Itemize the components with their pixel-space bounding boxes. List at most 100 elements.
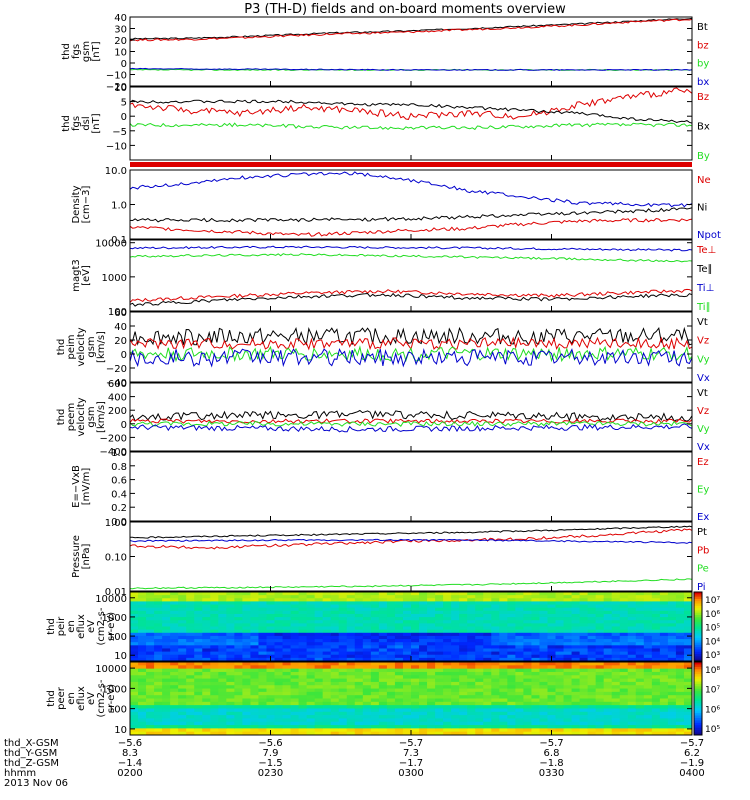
spectrogram-cell [483,728,492,733]
spectrogram-cell [411,678,420,683]
spectrogram-cell [218,595,227,599]
spectrogram-cell [218,688,227,693]
spectrogram-cell [571,595,581,599]
spectrogram-cell [491,685,500,690]
ylabel-line: eflux [76,614,87,639]
spectrogram-cell [178,695,187,699]
spectrogram-cell [210,592,219,596]
spectrogram-cell [306,708,316,713]
spectrogram-cell [427,681,436,686]
spectrogram-cell [274,665,284,670]
spectrogram-cell [162,665,171,670]
spectrogram-cell [451,632,460,637]
spectrogram-cell [651,648,661,653]
spectrogram-cell [258,632,267,637]
spectrogram-cell [475,610,484,615]
spectrogram-cell [138,705,147,709]
spectrogram-cell [346,654,356,659]
spectrogram-cell [675,731,685,735]
spectrogram-cell [659,728,669,733]
spectrogram-cell [683,657,692,661]
spectrogram-cell [306,675,316,680]
spectrogram-cell [354,668,364,673]
spectrogram-cell [419,688,428,693]
spectrogram-cell [146,675,155,680]
spectrogram-cell [523,623,532,627]
spectrogram-cell [411,705,420,709]
spectrogram-cell [435,607,444,612]
spectrogram-cell [330,715,340,719]
spectrogram-cell [130,639,139,643]
spectrogram-cell [531,610,540,615]
spectrogram-cell [427,607,436,612]
spectrogram-cell [611,639,621,643]
spectrogram-cell [659,721,669,726]
spectrogram-cell [210,715,219,719]
spectrogram-cell [651,695,661,699]
spectrogram-cell [162,662,171,666]
spectrogram-cell [170,654,179,659]
spectrogram-cell [194,715,203,719]
spectrogram-cell [266,613,276,618]
spectrogram-cell [322,657,332,661]
spectrogram-cell [146,601,155,606]
spectrogram-cell [459,671,468,676]
spectrogram-cell [683,595,692,599]
spectrogram-cell [250,657,259,661]
spectrogram-cell [459,701,468,706]
spectrogram-cell [258,701,267,706]
spectrogram-cell [154,654,163,659]
spectrogram-cell [587,662,597,666]
ytick-label: 0.8 [111,462,127,473]
spectrogram-cell [675,701,685,706]
spectrogram-cell [290,592,300,596]
ylabel-line: velocity [76,397,87,436]
spectrogram-cell [531,691,540,696]
spectrogram-cell [523,731,532,735]
spectrogram-cell [138,695,147,699]
series-line-ni [130,207,692,223]
spectrogram-cell [154,651,163,656]
spectrogram-cell [459,681,468,686]
spectrogram-cell [178,635,187,640]
spectrogram-cell [523,595,532,599]
spectrogram-cell [402,681,412,686]
spectrogram-cell [274,617,284,621]
spectrogram-cell [234,698,243,703]
spectrogram-cell [226,695,235,699]
spectrogram-cell [282,626,292,631]
spectrogram-cell [539,728,548,733]
spectrogram-cell [531,639,540,643]
spectrogram-cell [643,601,653,606]
spectrogram-cell [330,620,340,624]
spectrogram-cell [338,654,348,659]
spectrogram-cell [499,639,508,643]
spectrogram-cell [394,610,404,615]
spectrogram-cell [354,675,364,680]
spectrogram-cell [635,601,645,606]
spectrogram-cell [651,681,661,686]
spectrogram-cell [611,642,621,646]
ytick-label: 10.0 [105,166,127,177]
spectrogram-cell [675,639,685,643]
spectrogram-cell [170,617,179,621]
spectrogram-cell [178,642,187,646]
spectrogram-cell [178,728,187,733]
spectrogram-cell [531,728,540,733]
spectrogram-cell [218,675,227,680]
spectrogram-cell [338,623,348,627]
spectrogram-cell [338,662,348,666]
ylabel-peer: thd peer en eflux eV (cm2-s-sr-eV) [46,679,117,717]
spectrogram-cell [451,620,460,624]
spectrogram-cell [218,601,227,606]
spectrogram-cell [619,617,629,621]
spectrogram-cell [595,665,605,670]
spectrogram-cell [603,639,613,643]
spectrogram-cell [499,648,508,653]
spectrogram-cell [635,654,645,659]
spectrogram-cell [330,654,340,659]
spectrogram-cell [419,721,428,726]
spectrogram-cell [314,698,324,703]
spectrogram-cell [170,725,179,729]
